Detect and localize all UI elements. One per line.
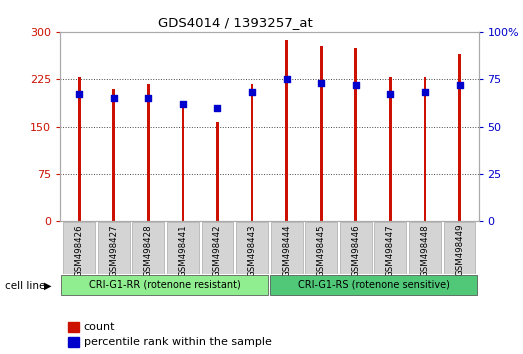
Text: GSM498441: GSM498441 [178,224,187,276]
Point [456,82,464,88]
Text: percentile rank within the sample: percentile rank within the sample [84,337,271,347]
Text: GSM498445: GSM498445 [317,224,326,276]
Text: cell line: cell line [5,281,46,291]
Point [75,92,83,97]
Text: count: count [84,322,115,332]
Text: GSM498446: GSM498446 [351,224,360,276]
Bar [355,48,357,221]
Text: GSM498449: GSM498449 [455,224,464,276]
FancyBboxPatch shape [132,222,164,274]
Point [317,80,325,86]
Bar [458,54,461,221]
Text: GSM498442: GSM498442 [213,224,222,276]
Text: GSM498443: GSM498443 [247,224,257,276]
FancyBboxPatch shape [271,222,302,274]
Bar [78,77,81,221]
Bar [147,84,150,221]
FancyBboxPatch shape [167,222,199,274]
FancyBboxPatch shape [236,222,268,274]
Point [144,95,153,101]
Bar [424,77,426,221]
Title: GDS4014 / 1393257_at: GDS4014 / 1393257_at [158,16,313,29]
Text: CRI-G1-RS (rotenone sensitive): CRI-G1-RS (rotenone sensitive) [298,280,450,290]
Bar [112,89,115,221]
Bar [181,108,184,221]
Point [213,105,222,110]
Text: ▶: ▶ [44,281,52,291]
Point [386,92,394,97]
Point [421,90,429,95]
Text: GSM498447: GSM498447 [386,224,395,276]
Bar [389,77,392,221]
FancyBboxPatch shape [63,222,95,274]
Point [351,82,360,88]
Bar [320,46,323,221]
Point [179,101,187,107]
Text: GSM498444: GSM498444 [282,224,291,276]
Text: CRI-G1-RR (rotenone resistant): CRI-G1-RR (rotenone resistant) [89,280,241,290]
Text: GSM498427: GSM498427 [109,224,118,276]
Text: GSM498448: GSM498448 [420,224,429,276]
Point [248,90,256,95]
FancyBboxPatch shape [61,275,268,295]
Bar [251,84,254,221]
FancyBboxPatch shape [201,222,233,274]
FancyBboxPatch shape [444,222,475,274]
FancyBboxPatch shape [98,222,130,274]
FancyBboxPatch shape [374,222,406,274]
FancyBboxPatch shape [409,222,441,274]
Point [282,76,291,82]
Text: GSM498426: GSM498426 [75,224,84,276]
FancyBboxPatch shape [270,275,477,295]
Point [109,95,118,101]
FancyBboxPatch shape [305,222,337,274]
Text: GSM498428: GSM498428 [144,224,153,276]
FancyBboxPatch shape [340,222,372,274]
Bar [285,40,288,221]
Bar [216,121,219,221]
